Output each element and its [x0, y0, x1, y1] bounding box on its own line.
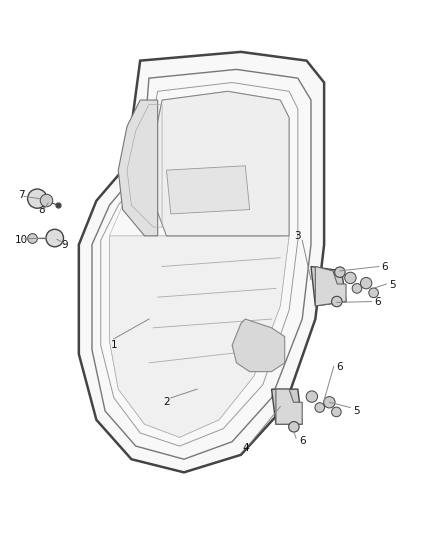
Polygon shape	[79, 52, 324, 472]
Circle shape	[332, 296, 342, 307]
Text: 5: 5	[389, 280, 396, 290]
Circle shape	[360, 278, 372, 289]
Text: 7: 7	[18, 190, 25, 200]
Text: 6: 6	[374, 297, 381, 308]
Text: 6: 6	[299, 436, 306, 446]
Circle shape	[332, 407, 341, 417]
Polygon shape	[149, 91, 289, 236]
Polygon shape	[276, 389, 302, 424]
Text: 6: 6	[381, 262, 388, 272]
Polygon shape	[110, 236, 289, 437]
Text: 3: 3	[294, 231, 301, 241]
Polygon shape	[166, 166, 250, 214]
Text: 4: 4	[242, 443, 249, 453]
Circle shape	[46, 229, 64, 247]
Polygon shape	[118, 100, 158, 236]
Text: 2: 2	[163, 397, 170, 407]
Circle shape	[28, 189, 47, 208]
Circle shape	[352, 284, 362, 293]
Polygon shape	[232, 319, 285, 372]
Circle shape	[369, 288, 378, 297]
Text: 9: 9	[61, 240, 68, 251]
Circle shape	[324, 397, 335, 408]
Circle shape	[289, 422, 299, 432]
Polygon shape	[315, 266, 346, 306]
Polygon shape	[272, 389, 302, 424]
Circle shape	[345, 272, 356, 284]
Text: 5: 5	[353, 406, 360, 416]
Circle shape	[306, 391, 318, 402]
Text: 1: 1	[110, 341, 117, 350]
Circle shape	[335, 267, 345, 278]
Text: 6: 6	[336, 362, 343, 372]
Circle shape	[315, 403, 325, 413]
Text: 10: 10	[14, 235, 28, 245]
Polygon shape	[311, 266, 346, 306]
Text: 8: 8	[38, 205, 45, 215]
